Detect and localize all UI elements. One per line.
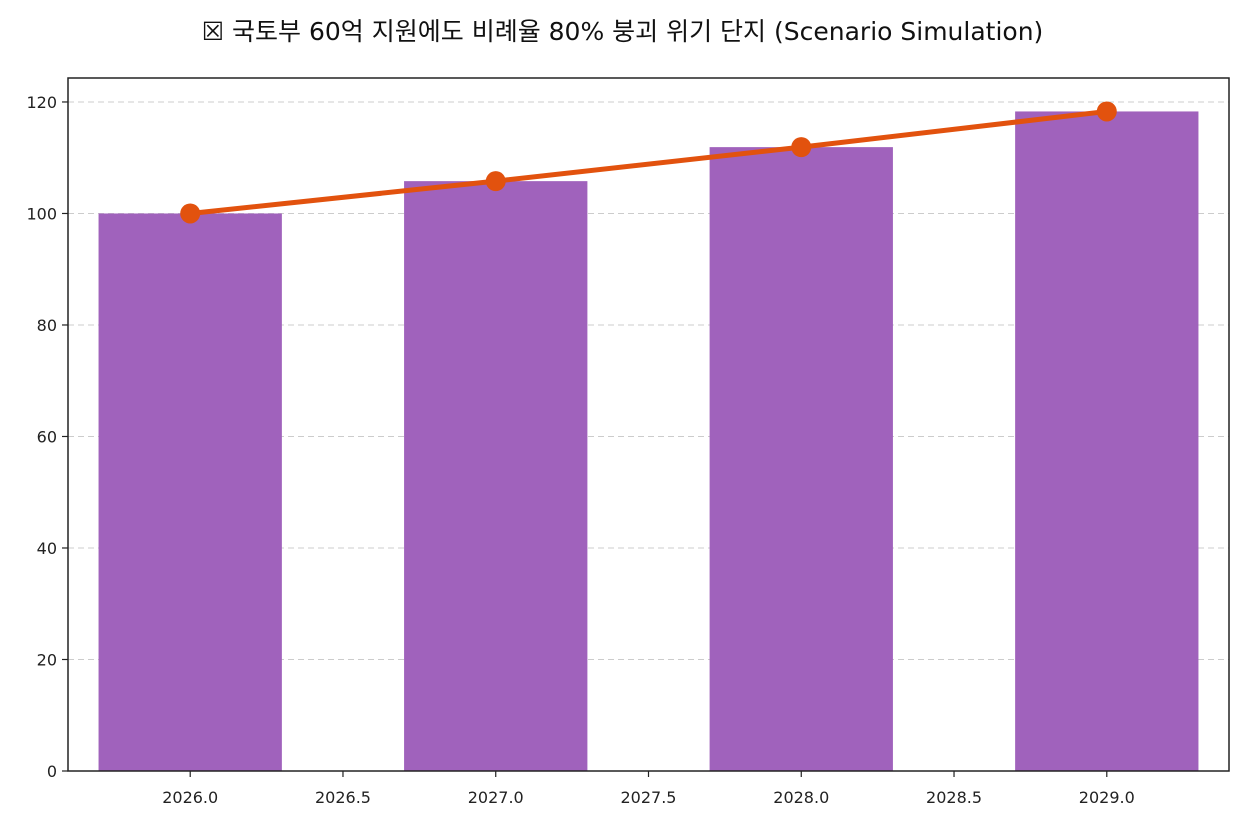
x-tick-label: 2029.0 bbox=[1079, 788, 1135, 807]
bar bbox=[1015, 111, 1199, 772]
bar bbox=[98, 213, 282, 771]
chart-title: ☒ 국토부 60억 지원에도 비례율 80% 붕괴 위기 단지 (Scenari… bbox=[201, 17, 1044, 46]
x-tick-label: 2028.5 bbox=[926, 788, 982, 807]
x-tick-label: 2027.5 bbox=[621, 788, 677, 807]
line-point bbox=[485, 171, 506, 192]
x-tick-label: 2027.0 bbox=[468, 788, 524, 807]
y-tick-label: 100 bbox=[26, 204, 57, 223]
y-tick-label: 40 bbox=[37, 539, 57, 558]
x-tick-label: 2026.0 bbox=[162, 788, 218, 807]
line-point bbox=[180, 203, 201, 224]
line-point bbox=[791, 137, 812, 158]
y-tick-label: 60 bbox=[37, 427, 57, 446]
line-point bbox=[1096, 101, 1117, 122]
x-tick-label: 2028.0 bbox=[773, 788, 829, 807]
y-tick-label: 0 bbox=[47, 762, 57, 781]
bar bbox=[404, 181, 588, 771]
series-line bbox=[187, 108, 1110, 216]
y-tick-label: 80 bbox=[37, 316, 57, 335]
bar bbox=[709, 147, 893, 771]
y-tick-label: 120 bbox=[26, 93, 57, 112]
y-tick-label: 20 bbox=[37, 650, 57, 669]
x-tick-label: 2026.5 bbox=[315, 788, 371, 807]
